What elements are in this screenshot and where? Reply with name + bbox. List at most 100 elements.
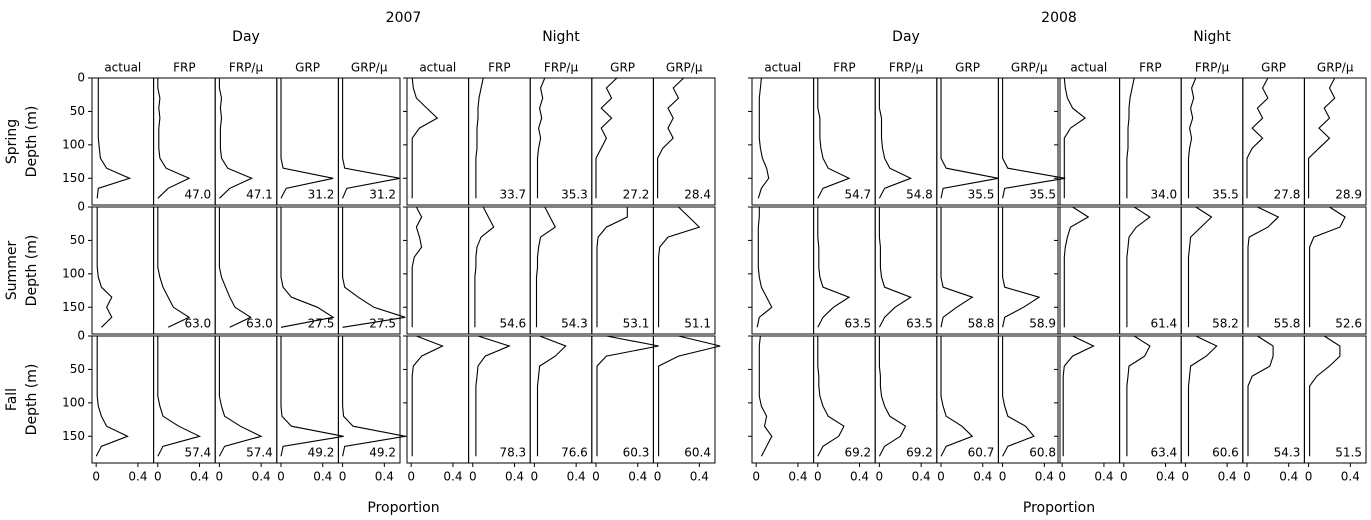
profile-line	[1126, 77, 1135, 199]
score-label: 61.4	[1150, 317, 1177, 331]
column-label: actual	[1070, 61, 1107, 75]
column-label: FRP/μ	[1195, 61, 1230, 75]
profile-line	[157, 207, 191, 328]
x-tick-label: 0.4	[567, 470, 586, 484]
panel-frame	[1057, 335, 1121, 464]
score-label: 54.3	[561, 317, 588, 331]
score-label: 51.5	[1335, 446, 1362, 460]
column-label: FRP	[173, 61, 195, 75]
year-label: 2008	[1041, 10, 1077, 26]
x-tick-label: 0	[531, 470, 539, 484]
panel-frame	[1303, 77, 1367, 206]
panel-frame	[1303, 206, 1367, 335]
year-label: 2007	[386, 10, 422, 26]
panel-frame	[1303, 335, 1367, 464]
x-tick-label: 0.4	[628, 470, 647, 484]
profile-line	[1002, 78, 1066, 199]
score-label: 54.8	[906, 188, 933, 202]
panel-frame	[337, 335, 401, 464]
panel-frame	[1180, 206, 1244, 335]
score-label: 49.2	[308, 446, 335, 460]
profile-line	[1002, 207, 1041, 328]
column-label: GRP	[295, 61, 320, 75]
panel-frame	[813, 77, 876, 206]
panel-frame	[591, 335, 654, 464]
x-tick-label: 0.4	[252, 470, 271, 484]
score-label: 27.8	[1274, 188, 1301, 202]
profile-line	[658, 335, 721, 457]
panel-frame	[813, 335, 876, 464]
profile-line	[96, 207, 113, 328]
period-label: Day	[892, 29, 920, 45]
score-label: 69.2	[844, 446, 871, 460]
y-axis-label: Depth (m)	[24, 106, 40, 178]
panel-frame	[1242, 77, 1305, 206]
score-label: 51.1	[684, 317, 711, 331]
panel-frame	[1119, 206, 1182, 335]
profile-line	[817, 336, 845, 457]
panel-frame	[652, 77, 716, 206]
profile-line	[475, 77, 484, 199]
panel-frame	[529, 206, 593, 335]
x-tick-label: 0.4	[1094, 470, 1113, 484]
season-label: Spring	[4, 119, 20, 164]
x-tick-label: 0	[814, 470, 822, 484]
score-label: 54.7	[844, 188, 871, 202]
column-label: FRP	[1139, 61, 1161, 75]
period-label: Night	[1193, 29, 1231, 45]
score-label: 33.7	[499, 188, 526, 202]
panel-frame	[337, 77, 401, 206]
panel-frame	[813, 206, 876, 335]
x-tick-label: 0.4	[912, 470, 931, 484]
profile-line	[878, 336, 907, 457]
score-label: 49.2	[369, 446, 396, 460]
panel-frame	[652, 206, 716, 335]
x-tick-label: 0	[469, 470, 477, 484]
profile-line	[1309, 335, 1341, 457]
profile-line	[940, 207, 974, 328]
panel-frame	[751, 335, 815, 464]
profile-line	[1062, 335, 1095, 457]
x-tick-label: 0.4	[1218, 470, 1237, 484]
y-tick-label: 0	[77, 200, 85, 214]
profile-line	[411, 206, 423, 328]
panel-frame	[91, 206, 155, 335]
column-label: GRP	[610, 61, 635, 75]
y-axis-label: Depth (m)	[24, 364, 40, 436]
profile-line	[1187, 77, 1197, 199]
period-label: Day	[232, 29, 260, 45]
y-tick-label: 100	[62, 266, 85, 280]
profile-line	[536, 335, 567, 457]
profile-line	[95, 336, 129, 457]
season-label: Fall	[4, 388, 20, 411]
season-label: Summer	[4, 241, 20, 301]
column-label: actual	[104, 61, 141, 75]
profile-line	[1063, 77, 1087, 199]
x-tick-label: 0	[277, 470, 285, 484]
column-label: FRP/μ	[544, 61, 579, 75]
profile-line	[596, 335, 659, 457]
column-label: actual	[764, 61, 801, 75]
x-tick-label: 0	[876, 470, 884, 484]
panel-frame	[591, 77, 654, 206]
profile-line	[1309, 206, 1346, 328]
x-tick-label: 0.4	[190, 470, 209, 484]
panel-frame	[276, 77, 339, 206]
score-label: 76.6	[561, 446, 588, 460]
profile-line	[280, 336, 344, 457]
panel-frame	[214, 335, 278, 464]
x-tick-label: 0	[92, 470, 100, 484]
column-label: FRP/μ	[889, 61, 924, 75]
score-label: 27.5	[369, 317, 396, 331]
panel-frame	[751, 77, 815, 206]
score-label: 63.0	[184, 317, 211, 331]
profile-line	[1247, 206, 1280, 328]
profile-line	[657, 77, 685, 199]
panel-frame	[406, 335, 470, 464]
profile-line	[1246, 77, 1269, 199]
column-label: GRP/μ	[666, 61, 703, 75]
panel-frame	[652, 335, 716, 464]
panel-frame	[337, 206, 401, 335]
y-tick-label: 100	[62, 395, 85, 409]
panel-frame	[1180, 335, 1244, 464]
